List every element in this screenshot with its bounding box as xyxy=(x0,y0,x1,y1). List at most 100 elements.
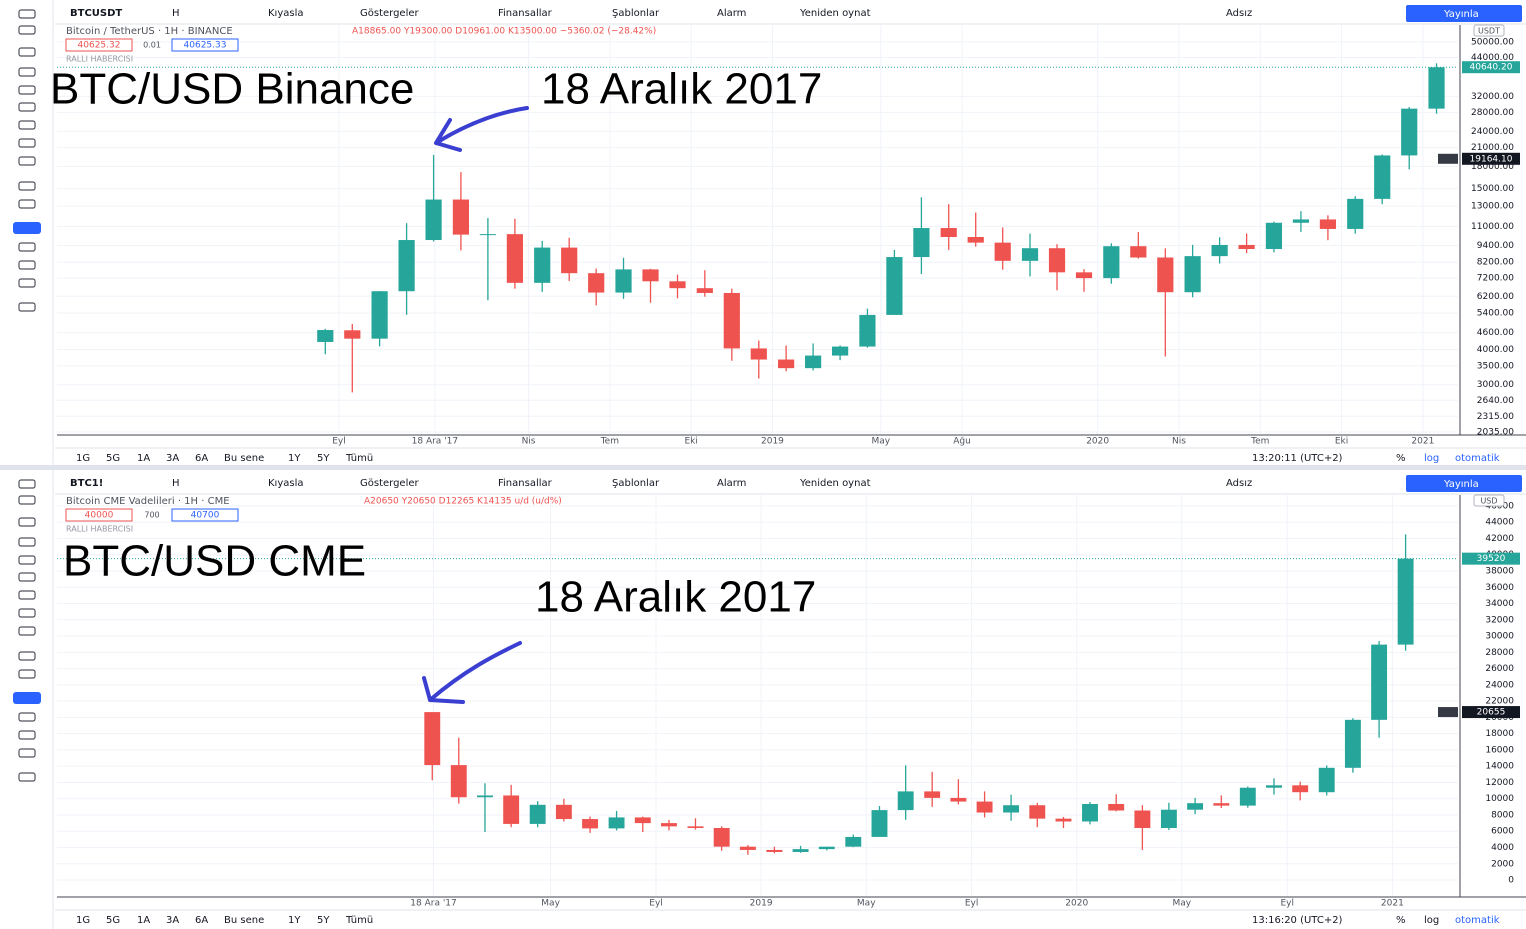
toolbar-compare[interactable]: Kıyasla xyxy=(268,478,304,489)
toolbar-replay[interactable]: Yeniden oynat xyxy=(799,8,871,19)
crosshair-box xyxy=(1462,152,1520,165)
y-tick-label: 38000 xyxy=(1485,567,1514,577)
tool-icon[interactable] xyxy=(18,156,36,166)
bottom-log[interactable]: log xyxy=(1424,915,1439,926)
tool-icon[interactable] xyxy=(18,181,36,191)
tool-icon[interactable] xyxy=(18,590,36,600)
tool-icon[interactable] xyxy=(18,626,36,636)
tool-icon[interactable] xyxy=(18,85,36,95)
tool-icon[interactable] xyxy=(18,138,36,148)
candle-body xyxy=(1238,244,1255,250)
y-tick-label: 18000.00 xyxy=(1471,162,1514,172)
tool-icon[interactable] xyxy=(18,517,36,527)
toolbar-symbol[interactable]: BTC1! xyxy=(70,478,103,489)
toolbar-compare[interactable]: Kıyasla xyxy=(268,8,304,19)
tool-icon[interactable] xyxy=(18,9,36,19)
range-button[interactable]: 6A xyxy=(195,453,208,464)
tool-icon[interactable] xyxy=(18,608,36,618)
range-button[interactable]: Tümü xyxy=(345,915,373,926)
bottom-percent[interactable]: % xyxy=(1396,915,1406,926)
range-button[interactable]: 5Y xyxy=(317,453,330,464)
annotation-arrow xyxy=(434,106,529,152)
tool-icon[interactable] xyxy=(18,495,36,505)
tool-icon[interactable] xyxy=(18,120,36,130)
toolbar-interval[interactable]: H xyxy=(172,478,180,489)
tool-icon[interactable] xyxy=(18,67,36,77)
toolbar-replay[interactable]: Yeniden oynat xyxy=(799,478,871,489)
candle-body xyxy=(924,791,941,798)
y-tick-label: 14000 xyxy=(1485,762,1514,772)
tool-icon[interactable] xyxy=(18,260,36,270)
range-button[interactable]: Bu sene xyxy=(224,915,264,926)
tool-icon[interactable] xyxy=(18,242,36,252)
tool-icon[interactable] xyxy=(18,479,36,489)
toolbar-indicators[interactable]: Göstergeler xyxy=(360,8,420,19)
range-button[interactable]: 1Y xyxy=(288,915,301,926)
toolbar-alert[interactable]: Alarm xyxy=(717,478,746,489)
candle-body xyxy=(994,242,1011,261)
bottom-time: 13:20:11 (UTC+2) xyxy=(1252,453,1343,464)
tool-icon[interactable] xyxy=(18,199,36,209)
tool-icon[interactable] xyxy=(18,772,36,782)
tool-icon[interactable] xyxy=(18,47,36,57)
range-button[interactable]: 3A xyxy=(166,453,179,464)
tool-icon-active[interactable] xyxy=(13,222,41,234)
range-button[interactable]: 6A xyxy=(195,915,208,926)
toolbar-templates[interactable]: Şablonlar xyxy=(612,8,660,19)
annotation-date: 18 Aralık 2017 xyxy=(541,65,822,114)
range-button[interactable]: Tümü xyxy=(345,453,373,464)
range-button[interactable]: 1G xyxy=(76,453,90,464)
range-button[interactable]: 1Y xyxy=(288,453,301,464)
x-tick-label: Nis xyxy=(1172,437,1186,447)
range-button[interactable]: 3A xyxy=(166,915,179,926)
range-button[interactable]: 1A xyxy=(137,915,150,926)
range-button[interactable]: 1A xyxy=(137,453,150,464)
toolbar-layout[interactable]: Adsız xyxy=(1226,478,1252,489)
candle-body xyxy=(723,292,740,349)
tool-icon[interactable] xyxy=(18,537,36,547)
tool-icon-active[interactable] xyxy=(13,692,41,704)
publish-label[interactable]: Yayınla xyxy=(1443,479,1479,490)
tool-icon[interactable] xyxy=(18,669,36,679)
publish-button[interactable] xyxy=(1406,5,1522,22)
toolbar-interval[interactable]: H xyxy=(172,8,180,19)
tool-icon[interactable] xyxy=(18,712,36,722)
tool-icon[interactable] xyxy=(18,730,36,740)
toolbar-financials[interactable]: Finansallar xyxy=(498,478,553,489)
x-tick-label: Eyl xyxy=(965,899,979,909)
publish-button[interactable] xyxy=(1406,475,1522,492)
toolbar-layout[interactable]: Adsız xyxy=(1226,8,1252,19)
toolbar-indicators[interactable]: Göstergeler xyxy=(360,478,420,489)
bottom-log[interactable]: log xyxy=(1424,453,1439,464)
bottom-auto[interactable]: otomatik xyxy=(1455,453,1500,464)
tool-icon[interactable] xyxy=(18,572,36,582)
candle-body xyxy=(1374,155,1391,199)
bottom-percent[interactable]: % xyxy=(1396,453,1406,464)
range-button[interactable]: 1G xyxy=(76,915,90,926)
tool-icon[interactable] xyxy=(18,278,36,288)
tool-icon[interactable] xyxy=(18,555,36,565)
x-tick-label: 2019 xyxy=(761,437,784,447)
toolbar-symbol[interactable]: BTCUSDT xyxy=(70,8,122,19)
candle-body xyxy=(845,836,862,847)
tool-icon[interactable] xyxy=(18,302,36,312)
tool-icon[interactable] xyxy=(18,651,36,661)
toolbar-alert[interactable]: Alarm xyxy=(717,8,746,19)
bottom-auto[interactable]: otomatik xyxy=(1455,915,1500,926)
tool-icon[interactable] xyxy=(18,748,36,758)
candle-body xyxy=(832,346,849,356)
toolbar-templates[interactable]: Şablonlar xyxy=(612,478,660,489)
candle-body xyxy=(1184,256,1201,293)
x-tick-label: May xyxy=(541,899,560,909)
tool-icon[interactable] xyxy=(18,102,36,112)
range-button[interactable]: Bu sene xyxy=(224,453,264,464)
x-tick-label: 2019 xyxy=(750,899,773,909)
range-button[interactable]: 5G xyxy=(106,453,120,464)
range-button[interactable]: 5G xyxy=(106,915,120,926)
tool-icon[interactable] xyxy=(18,25,36,35)
legend-bid: 40000 xyxy=(85,511,114,521)
range-button[interactable]: 5Y xyxy=(317,915,330,926)
toolbar-financials[interactable]: Finansallar xyxy=(498,8,553,19)
candle-body xyxy=(778,359,795,369)
publish-label[interactable]: Yayınla xyxy=(1443,9,1479,20)
